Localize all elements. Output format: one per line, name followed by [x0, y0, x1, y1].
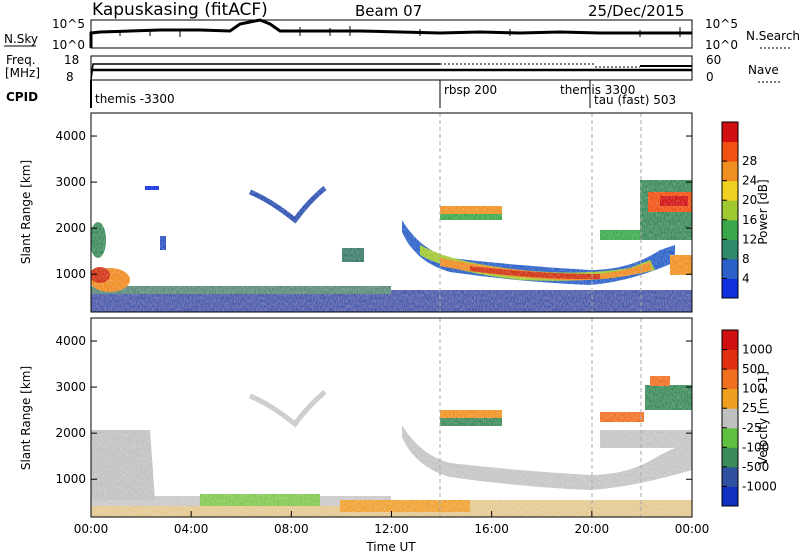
colorbar-tick-label: 100	[742, 382, 765, 396]
nsearch-label: N.Search	[746, 29, 800, 43]
colorbar-tick-label: -25	[742, 421, 762, 435]
x-tick-label: 20:00	[575, 522, 610, 536]
colorbar-swatch	[722, 486, 738, 507]
freq-tick-top: 18	[64, 53, 79, 67]
colorbar-swatch	[722, 278, 738, 299]
nsearch-tick-top: 10^5	[705, 17, 738, 31]
y-tick-label: 4000	[55, 129, 86, 143]
velocity-colorbar-label: Velocity [m s-1]	[756, 371, 770, 465]
beam-label: Beam 07	[355, 2, 423, 20]
power-y-axis: 1000 2000 3000 4000	[55, 129, 692, 281]
velocity-heatmap	[91, 318, 692, 517]
y-tick-label: 1000	[55, 267, 86, 281]
nsky-tick-bottom: 10^0	[52, 38, 85, 52]
colorbar-frame	[721, 329, 739, 507]
velocity-panel: 1000 2000 3000 4000 00:00 04:00 08:00 12:00 16:…	[19, 317, 777, 554]
colorbar-tick-label: 28	[742, 154, 757, 168]
nave-tick-top: 60	[706, 53, 721, 67]
cpid-label: CPID	[6, 90, 38, 104]
colorbar-swatch	[722, 447, 738, 468]
freq-tick-bottom: 8	[66, 70, 74, 84]
power-ylabel: Slant Range [km]	[19, 160, 33, 264]
x-tick-label: 16:00	[474, 522, 509, 536]
nave-tick-bottom: 0	[706, 70, 714, 84]
colorbar-tick-label: 500	[742, 362, 765, 376]
nsky-panel: N.Sky 10^5 10^0 10^5 10^0 N.Search	[4, 17, 800, 52]
cpid-segment-rbsp: rbsp 200	[444, 83, 497, 97]
colorbar-tick-label: 20	[742, 193, 757, 207]
colorbar-swatch	[722, 349, 738, 370]
colorbar-swatch	[722, 466, 738, 487]
colorbar-tick-label: 1000	[742, 343, 773, 357]
colorbar-swatch	[722, 388, 738, 409]
velocity-ylabel: Slant Range [km]	[19, 366, 33, 470]
cpid-segment-tau-fast: tau (fast) 503	[594, 93, 676, 107]
nsky-trace	[89, 18, 692, 48]
y-tick-label: 2000	[55, 221, 86, 235]
colorbar-tick-label: 25	[742, 401, 757, 415]
velocity-colorbar: 1000 500 100 25 -25 -100 -500 -1000	[721, 329, 777, 507]
colorbar-swatch	[722, 427, 738, 448]
velocity-xlabel: Time UT	[365, 540, 416, 554]
colorbar-tick-label: -1000	[742, 479, 777, 493]
colorbar-swatch	[722, 200, 738, 221]
colorbar-tick-label: 8	[742, 252, 750, 266]
velocity-y-axis: 1000 2000 3000 4000	[55, 334, 692, 486]
colorbar-tick-label: 4	[742, 271, 750, 285]
colorbar-swatch	[722, 330, 738, 351]
colorbar-swatch	[722, 219, 738, 240]
colorbar-frame	[721, 121, 739, 299]
y-tick-label: 3000	[55, 175, 86, 189]
colorbar-swatch	[722, 408, 738, 429]
y-tick-label: 1000	[55, 472, 86, 486]
power-heatmap	[91, 113, 692, 312]
nsky-tick-top: 10^5	[52, 17, 85, 31]
x-tick-label: 08:00	[274, 522, 309, 536]
colorbar-tick-label: 16	[742, 213, 757, 227]
cpid-strip: CPID themis -3300 rbsp 200 themis 3300 t…	[6, 80, 676, 108]
nave-trace	[90, 63, 440, 81]
power-colorbar: 4 8 12 16 20 24 28	[721, 121, 757, 299]
colorbar-tick-label: -100	[742, 440, 769, 454]
colorbar-swatch	[722, 122, 738, 143]
colorbar-tick-label: -500	[742, 460, 769, 474]
x-tick-label: 12:00	[374, 522, 409, 536]
colorbar-swatch	[722, 141, 738, 162]
power-panel: 1000 2000 3000 4000 Slant Range [km] 4 8 12 16…	[19, 112, 770, 313]
station-title: Kapuskasing (fitACF)	[92, 0, 268, 20]
x-tick-label: 00:00	[675, 522, 710, 536]
colorbar-swatch	[722, 369, 738, 390]
power-colorbar-label: Power [dB]	[756, 179, 770, 244]
colorbar-swatch	[722, 258, 738, 279]
nsky-label: N.Sky	[4, 32, 38, 46]
date-label: 25/Dec/2015	[588, 2, 685, 20]
x-tick-label: 04:00	[174, 522, 209, 536]
freq-panel: Freq. [MHz] 18 8 60 0 Nave	[5, 53, 782, 84]
colorbar-swatch	[722, 180, 738, 201]
colorbar-swatch	[722, 239, 738, 260]
velocity-x-axis: 00:00 04:00 08:00 12:00 16:00 20:00 00:00	[74, 511, 710, 536]
freq-label: Freq.	[6, 53, 36, 67]
y-tick-label: 4000	[55, 334, 86, 348]
colorbar-tick-label: 12	[742, 232, 757, 246]
y-tick-label: 2000	[55, 426, 86, 440]
freq-unit: [MHz]	[5, 66, 40, 80]
nsearch-tick-bottom: 10^0	[705, 38, 738, 52]
y-tick-label: 3000	[55, 380, 86, 394]
colorbar-tick-label: 24	[742, 174, 757, 188]
nave-label: Nave	[748, 63, 779, 77]
colorbar-swatch	[722, 161, 738, 182]
x-tick-label: 00:00	[74, 522, 109, 536]
cpid-segment-themis-3300: themis 3300	[560, 83, 635, 97]
cpid-segment-themis-m3300: themis -3300	[95, 92, 175, 106]
